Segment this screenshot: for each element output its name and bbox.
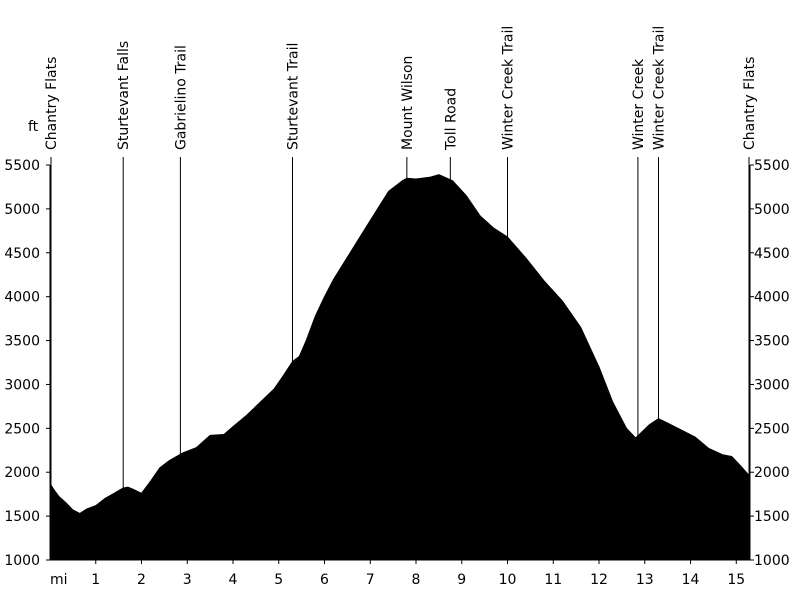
y-tick-label-right: 1000 <box>754 553 790 569</box>
waypoint-label: Winter Creek <box>631 58 647 150</box>
y-tick-label-left: 3500 <box>4 334 40 350</box>
x-tick-label: 15 <box>727 572 745 588</box>
waypoint-label: Winter Creek Trail <box>501 26 517 150</box>
y-tick-label-right: 3500 <box>754 334 790 350</box>
y-tick-label-left: 1000 <box>4 553 40 569</box>
x-tick-label: 3 <box>183 572 192 588</box>
y-tick-label-right: 4500 <box>754 246 790 262</box>
elevation-area <box>49 174 751 561</box>
x-tick-label: 12 <box>590 572 608 588</box>
y-tick-label-left: 5000 <box>4 202 40 218</box>
x-tick-label: 13 <box>636 572 654 588</box>
x-tick-label: 5 <box>274 572 283 588</box>
y-tick-label-right: 1500 <box>754 509 790 525</box>
x-axis-unit-label: mi <box>50 572 68 588</box>
waypoint-label: Chantry Flats <box>44 57 60 150</box>
waypoint-label: Mount Wilson <box>400 56 416 150</box>
x-tick-label: 10 <box>499 572 517 588</box>
waypoint-label: Sturtevant Falls <box>116 41 132 150</box>
y-tick-label-right: 5500 <box>754 158 790 174</box>
y-tick-label-left: 5500 <box>4 158 40 174</box>
x-tick-label: 11 <box>544 572 562 588</box>
x-tick-label: 7 <box>366 572 375 588</box>
axis-layer: 1000 1000 1500 1500 2000 2000 2500 2500 3000 3000… <box>4 119 789 588</box>
x-tick-label: 9 <box>457 572 466 588</box>
y-tick-label-right: 2500 <box>754 421 790 437</box>
waypoint-label: Gabrielino Trail <box>173 45 189 150</box>
y-tick-label-right: 3000 <box>754 377 790 393</box>
y-tick-label-left: 3000 <box>4 377 40 393</box>
y-axis-unit-label: ft <box>28 119 39 135</box>
x-tick-label: 4 <box>229 572 238 588</box>
y-tick-label-right: 5000 <box>754 202 790 218</box>
x-tick-label: 14 <box>682 572 700 588</box>
y-tick-label-left: 4000 <box>4 290 40 306</box>
y-tick-label-right: 2000 <box>754 465 790 481</box>
y-tick-label-left: 4500 <box>4 246 40 262</box>
y-tick-label-left: 2500 <box>4 421 40 437</box>
waypoint-label: Chantry Flats <box>742 57 758 150</box>
waypoint-label: Sturtevant Trail <box>285 43 301 150</box>
x-tick-label: 6 <box>320 572 329 588</box>
x-tick-label: 8 <box>412 572 421 588</box>
x-tick-label: 1 <box>91 572 100 588</box>
waypoint-label: Winter Creek Trail <box>651 26 667 150</box>
y-tick-label-left: 1500 <box>4 509 40 525</box>
y-tick-label-left: 2000 <box>4 465 40 481</box>
x-tick-label: 2 <box>137 572 146 588</box>
y-tick-label-right: 4000 <box>754 290 790 306</box>
area-layer <box>49 174 751 561</box>
waypoint-label: Toll Road <box>443 88 459 151</box>
